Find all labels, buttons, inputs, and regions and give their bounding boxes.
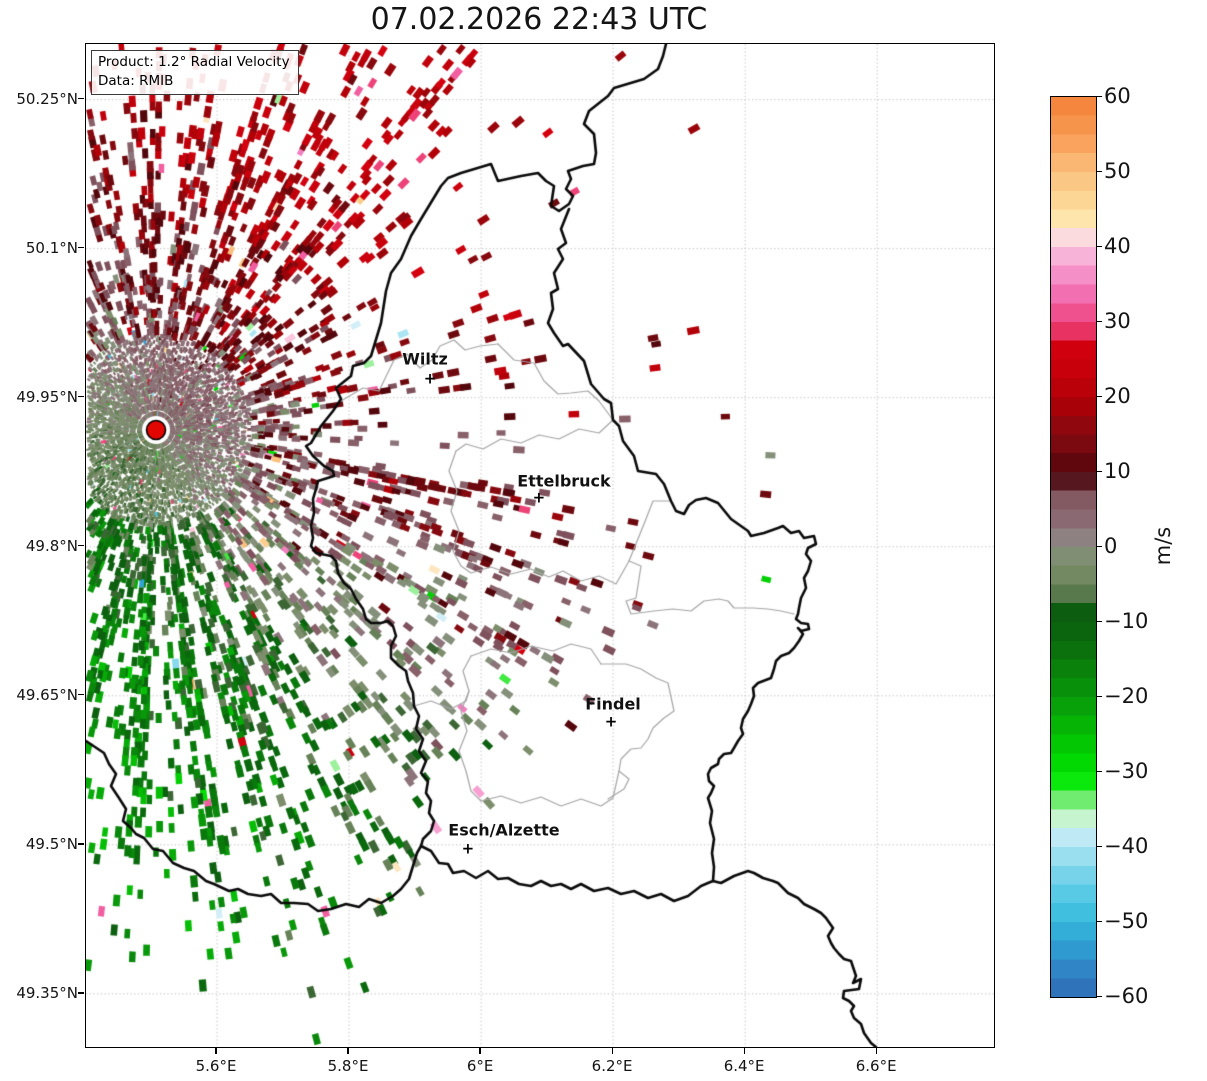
- y-axis-tick: [78, 992, 84, 994]
- y-axis-tick: [78, 694, 84, 696]
- x-axis-tick: [611, 1048, 613, 1054]
- radar-velocity-canvas: [86, 44, 994, 1047]
- city-label-findel: Findel: [585, 694, 641, 714]
- colorbar-tick: [1096, 995, 1102, 997]
- colorbar-tick-label: −50: [1104, 909, 1149, 933]
- y-axis-tick: [78, 545, 84, 547]
- colorbar-tick-label: −10: [1104, 609, 1149, 633]
- y-axis-tick: [78, 98, 84, 100]
- colorbar-tick: [1096, 770, 1102, 772]
- x-axis-tick: [875, 1048, 877, 1054]
- x-axis-tick-label: 5.6°E: [195, 1057, 237, 1075]
- y-axis-tick-label: 50.1°N: [25, 238, 78, 257]
- city-marker-eschalzette: +: [461, 839, 475, 858]
- x-axis-tick-label: 6.6°E: [855, 1057, 897, 1075]
- map-plot-area: Product: 1.2° Radial Velocity Data: RMIB…: [85, 43, 995, 1048]
- legend-product-line: Product: 1.2° Radial Velocity: [98, 54, 290, 70]
- x-axis-tick: [347, 1048, 349, 1054]
- colorbar-tick: [1096, 245, 1102, 247]
- colorbar-tick: [1096, 620, 1102, 622]
- city-label-wiltz: Wiltz: [402, 349, 448, 369]
- colorbar-tick-label: −60: [1104, 984, 1149, 1008]
- colorbar: [1050, 96, 1097, 998]
- colorbar-tick: [1096, 320, 1102, 322]
- x-axis-tick-label: 6.2°E: [591, 1057, 633, 1075]
- y-axis-tick-label: 49.5°N: [25, 834, 78, 853]
- city-marker-wiltz: +: [423, 369, 437, 388]
- colorbar-tick-label: 60: [1104, 84, 1131, 108]
- colorbar-tick-label: −20: [1104, 684, 1149, 708]
- y-axis-tick-label: 50.25°N: [16, 89, 78, 108]
- colorbar-tick-label: 0: [1104, 534, 1118, 558]
- colorbar-tick: [1096, 470, 1102, 472]
- y-axis-tick: [78, 843, 84, 845]
- figure-title: 07.02.2026 22:43 UTC: [370, 2, 708, 37]
- city-marker-ettelbruck: +: [532, 488, 546, 507]
- y-axis-tick-label: 49.8°N: [25, 536, 78, 555]
- colorbar-tick-label: 30: [1104, 309, 1131, 333]
- colorbar-tick-label: 40: [1104, 234, 1131, 258]
- y-axis-tick: [78, 396, 84, 398]
- x-axis-tick: [215, 1048, 217, 1054]
- y-axis-tick-label: 49.35°N: [16, 983, 78, 1002]
- colorbar-tick-label: −40: [1104, 834, 1149, 858]
- colorbar-tick-label: 20: [1104, 384, 1131, 408]
- y-axis-tick-label: 49.65°N: [16, 685, 78, 704]
- colorbar-tick: [1096, 920, 1102, 922]
- product-legend: Product: 1.2° Radial Velocity Data: RMIB: [91, 50, 299, 95]
- colorbar-tick: [1096, 170, 1102, 172]
- x-axis-tick-label: 6°E: [466, 1057, 494, 1075]
- city-label-ettelbruck: Ettelbruck: [517, 471, 611, 491]
- x-axis-tick: [743, 1048, 745, 1054]
- colorbar-tick: [1096, 545, 1102, 547]
- colorbar-unit-label: m/s: [1151, 526, 1175, 566]
- colorbar-tick-label: −30: [1104, 759, 1149, 783]
- y-axis-tick: [78, 247, 84, 249]
- colorbar-tick-label: 50: [1104, 159, 1131, 183]
- city-marker-findel: +: [604, 712, 618, 731]
- colorbar-tick: [1096, 395, 1102, 397]
- x-axis-tick-label: 5.8°E: [327, 1057, 369, 1075]
- x-axis-tick-label: 6.4°E: [723, 1057, 765, 1075]
- colorbar-tick: [1096, 845, 1102, 847]
- legend-data-line: Data: RMIB: [98, 72, 174, 89]
- colorbar-tick: [1096, 695, 1102, 697]
- x-axis-tick: [479, 1048, 481, 1054]
- city-label-eschalzette: Esch/Alzette: [448, 820, 560, 840]
- colorbar-tick: [1096, 95, 1102, 97]
- y-axis-tick-label: 49.95°N: [16, 387, 78, 406]
- colorbar-tick-label: 10: [1104, 459, 1131, 483]
